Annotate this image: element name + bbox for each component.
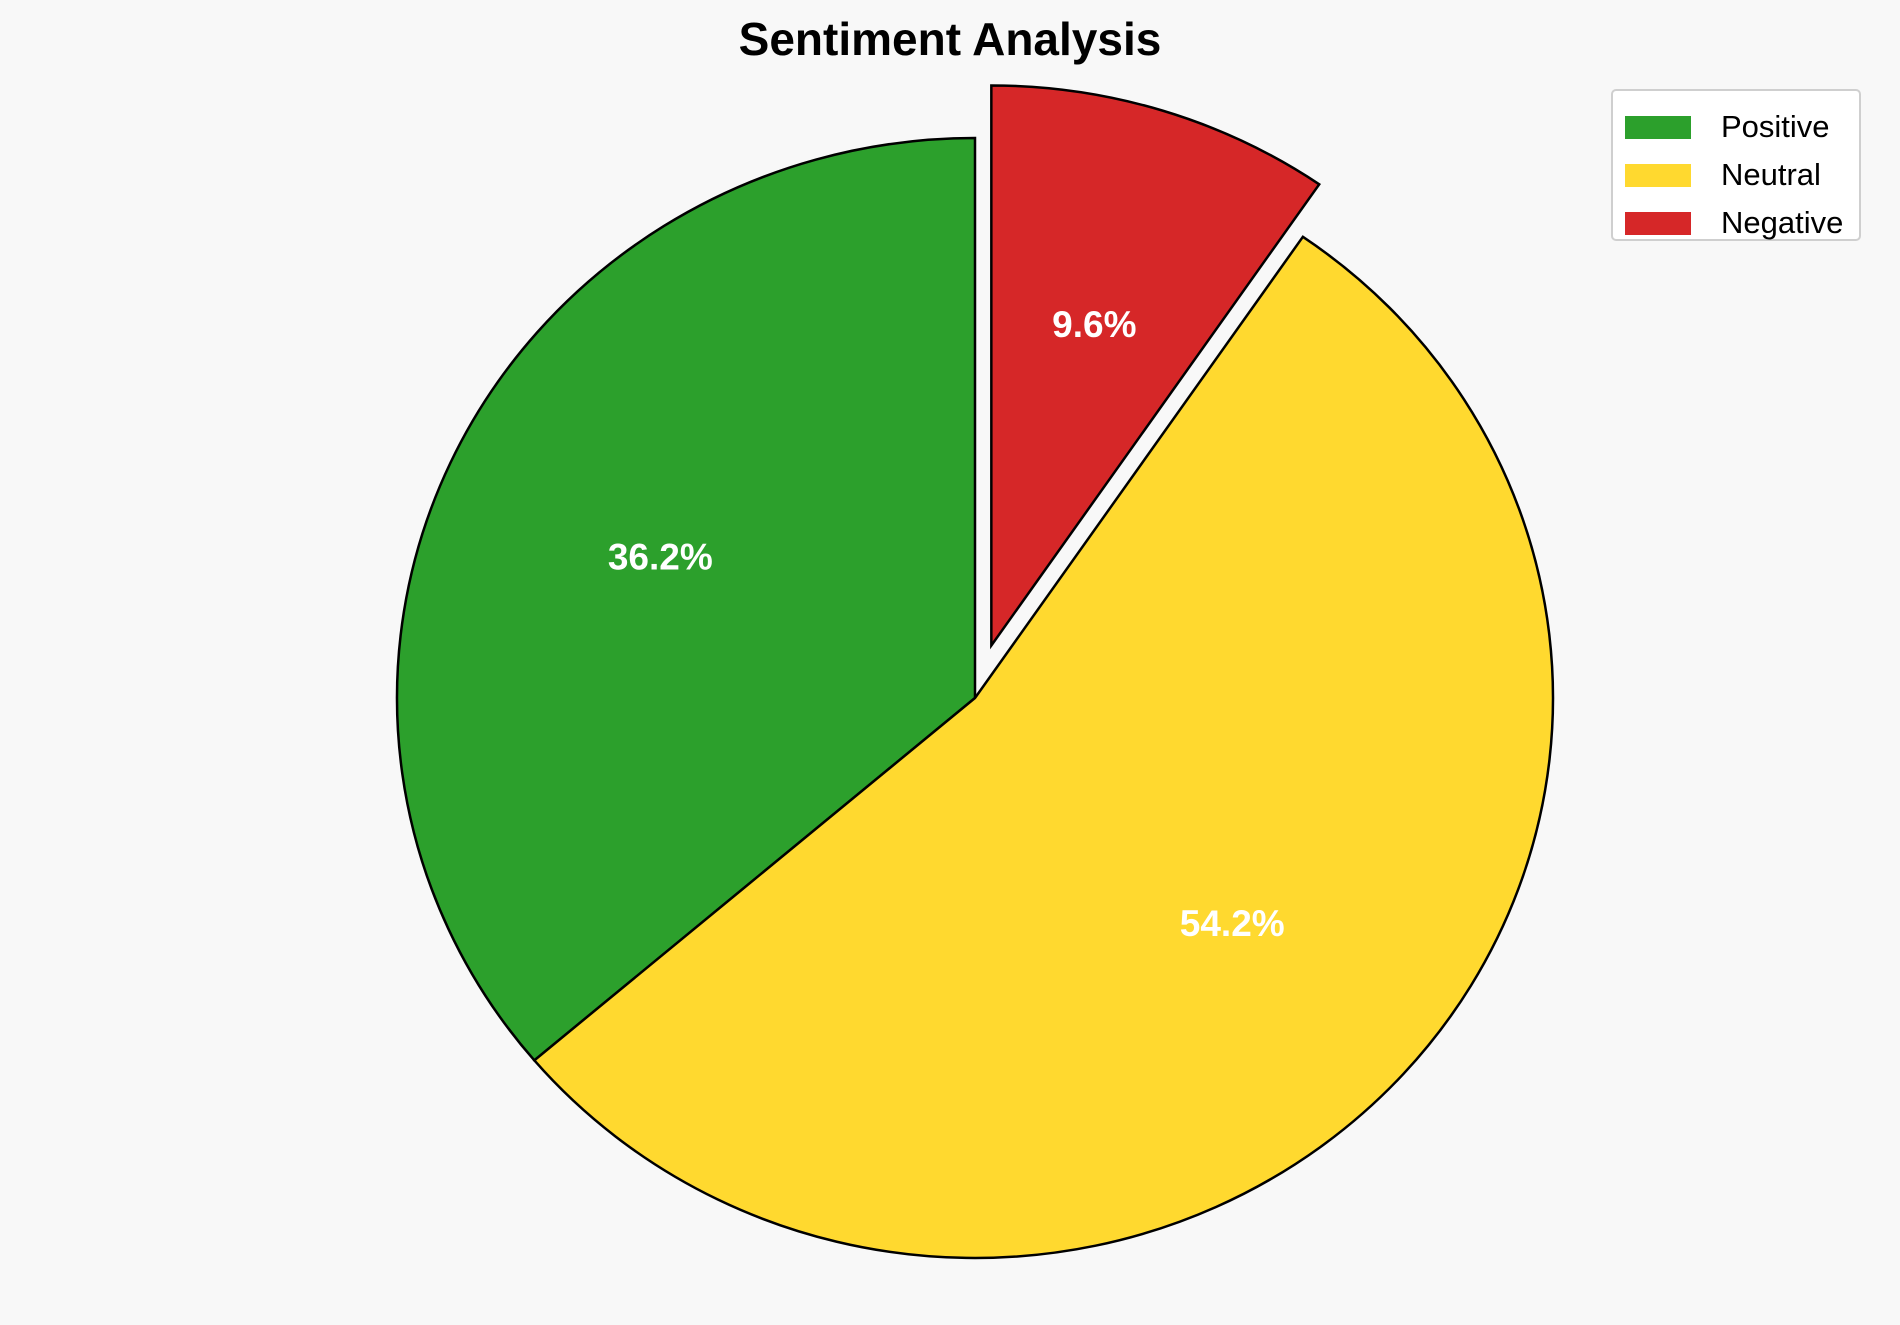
legend-swatch-positive	[1625, 115, 1691, 139]
slice-label-negative: 9.6%	[1052, 304, 1136, 345]
legend-label-neutral: Neutral	[1721, 157, 1821, 192]
legend-label-negative: Negative	[1721, 205, 1844, 240]
pie-slice-negative	[990, 84, 1321, 650]
legend: Positive Neutral Negative	[1611, 89, 1861, 241]
chart-title: Sentiment Analysis	[738, 13, 1162, 65]
legend-label-positive: Positive	[1721, 109, 1830, 144]
legend-swatch-negative	[1625, 211, 1691, 235]
legend-item-positive: Positive	[1625, 103, 1859, 151]
pie-slice-positive	[395, 136, 977, 1063]
legend-item-neutral: Neutral	[1625, 151, 1859, 199]
pie-slice-neutral	[532, 235, 1555, 1260]
legend-swatch-neutral	[1625, 163, 1691, 187]
slice-label-neutral: 54.2%	[1180, 903, 1285, 944]
slice-label-positive: 36.2%	[608, 536, 713, 577]
legend-item-negative: Negative	[1625, 199, 1859, 247]
